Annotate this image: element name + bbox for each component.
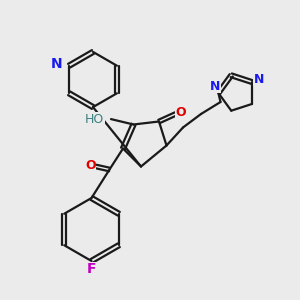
Text: N: N bbox=[210, 80, 220, 93]
Text: O: O bbox=[85, 158, 96, 172]
Text: N: N bbox=[51, 57, 62, 71]
Text: O: O bbox=[176, 106, 186, 119]
Text: F: F bbox=[87, 262, 96, 276]
Text: HO: HO bbox=[85, 112, 104, 126]
Text: N: N bbox=[254, 73, 264, 85]
